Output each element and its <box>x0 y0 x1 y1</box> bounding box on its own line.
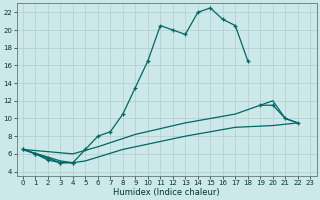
X-axis label: Humidex (Indice chaleur): Humidex (Indice chaleur) <box>113 188 220 197</box>
